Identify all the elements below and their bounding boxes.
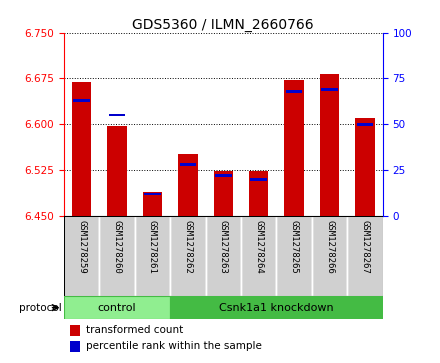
Bar (178, 154, 198, 216)
Text: GSM1278265: GSM1278265 (290, 220, 299, 274)
Bar (250, 178, 267, 180)
Bar (347, 216, 383, 296)
Text: protocol: protocol (19, 303, 62, 313)
Bar (64, 296, 170, 319)
Bar (135, 216, 170, 296)
Bar (70, 341, 80, 352)
Text: percentile rank within the sample: percentile rank within the sample (86, 342, 262, 351)
Bar (144, 193, 161, 195)
Bar (99, 216, 135, 296)
Bar (249, 171, 268, 216)
Text: GSM1278263: GSM1278263 (219, 220, 228, 274)
Text: GSM1278259: GSM1278259 (77, 220, 86, 274)
Bar (143, 192, 162, 216)
Bar (72, 82, 91, 216)
Bar (107, 126, 127, 216)
Text: transformed count: transformed count (86, 325, 183, 335)
Text: GSM1278261: GSM1278261 (148, 220, 157, 274)
Bar (312, 216, 347, 296)
Text: GSM1278260: GSM1278260 (113, 220, 121, 274)
Bar (205, 216, 241, 296)
Bar (70, 325, 80, 336)
Bar (286, 90, 302, 93)
Bar (356, 118, 375, 216)
Title: GDS5360 / ILMN_2660766: GDS5360 / ILMN_2660766 (132, 18, 314, 32)
Bar (109, 114, 125, 117)
Bar (73, 99, 90, 102)
Bar (213, 171, 233, 216)
Bar (276, 216, 312, 296)
Bar (170, 296, 383, 319)
Bar (284, 80, 304, 216)
Text: GSM1278264: GSM1278264 (254, 220, 263, 274)
Bar (180, 163, 196, 166)
Text: GSM1278262: GSM1278262 (183, 220, 192, 274)
Bar (241, 216, 276, 296)
Bar (321, 88, 338, 91)
Bar (320, 74, 339, 216)
Bar (64, 216, 99, 296)
Bar (215, 175, 231, 177)
Text: Csnk1a1 knockdown: Csnk1a1 knockdown (219, 303, 334, 313)
Text: control: control (98, 303, 136, 313)
Bar (357, 123, 374, 126)
Text: GSM1278267: GSM1278267 (360, 220, 370, 274)
Text: GSM1278266: GSM1278266 (325, 220, 334, 274)
Bar (170, 216, 205, 296)
